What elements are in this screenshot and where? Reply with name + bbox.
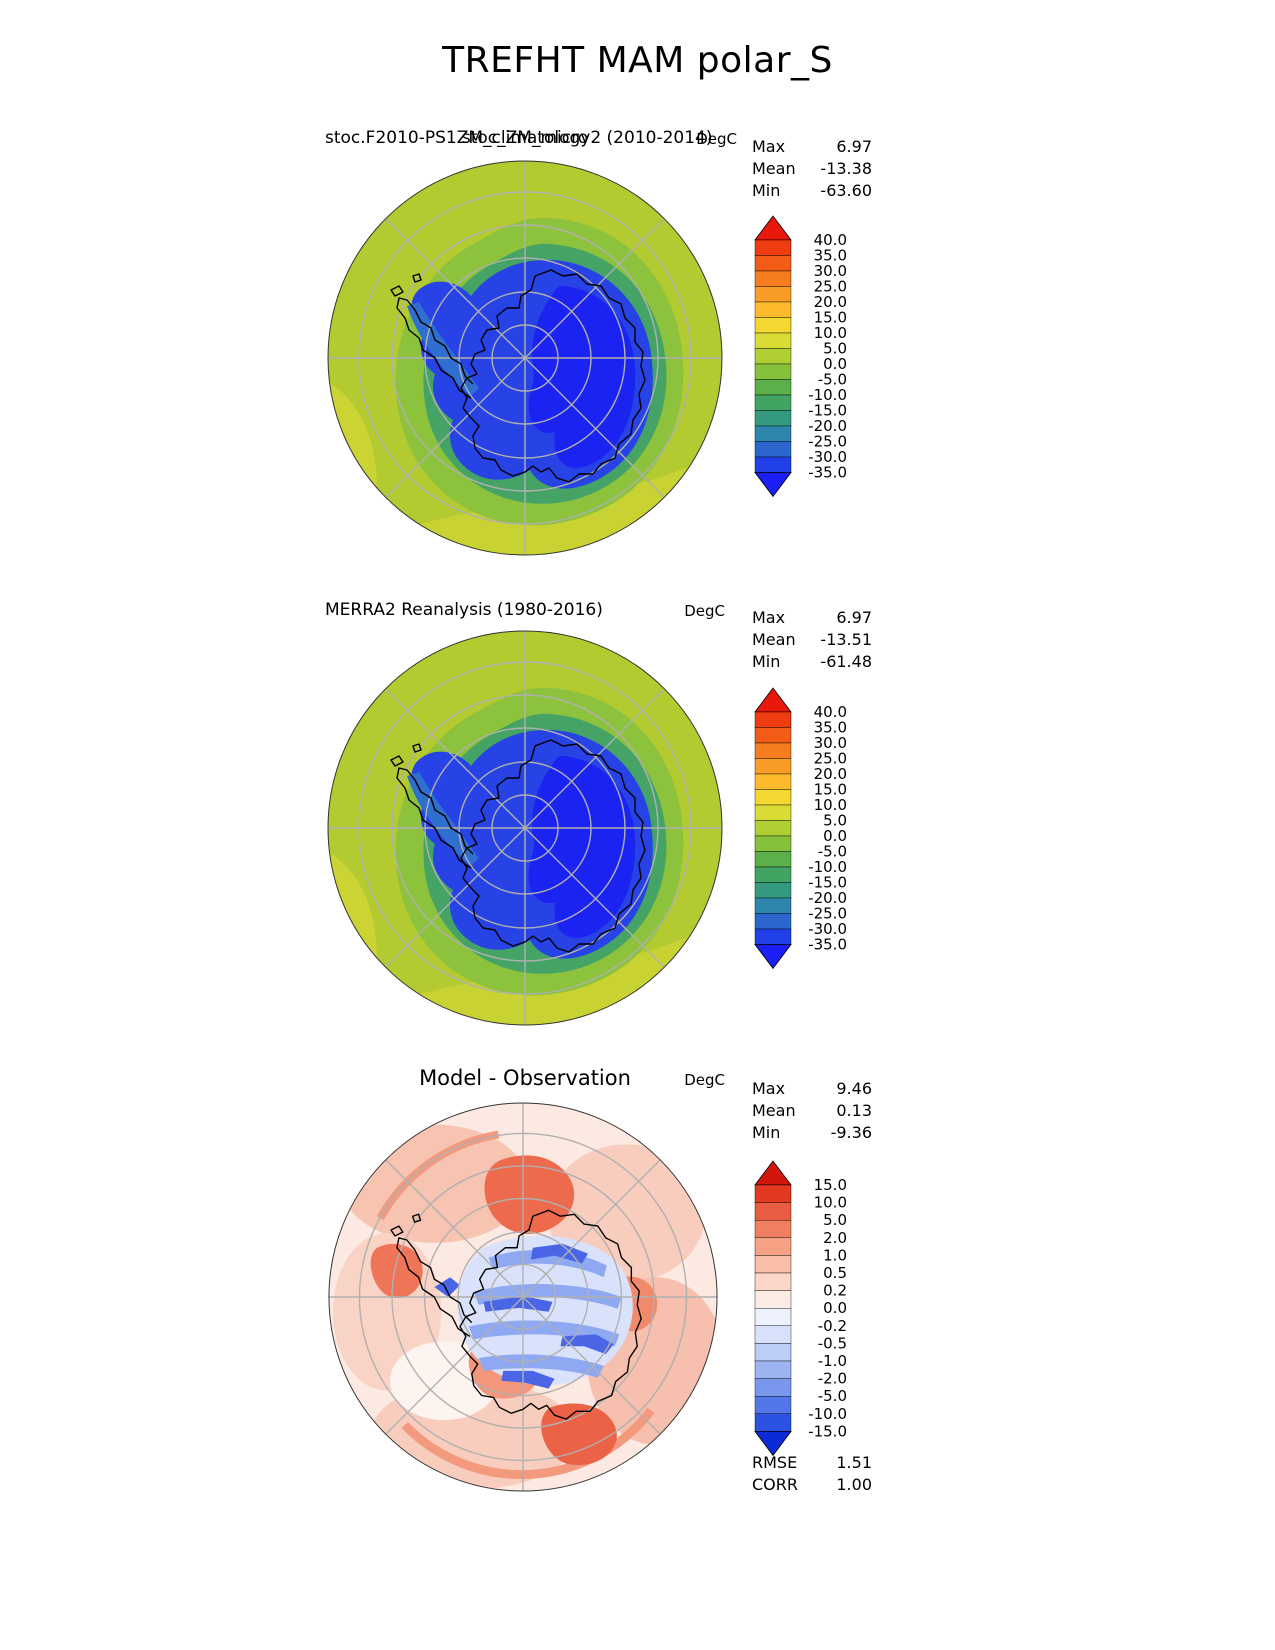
svg-text:-15.0: -15.0	[808, 874, 847, 892]
panel-model-overlay-title: stoc_ZM_micro	[461, 128, 589, 148]
panel-reference-stats: Max 6.97 Mean -13.51 Min -61.48	[752, 607, 872, 673]
svg-text:20.0: 20.0	[814, 765, 847, 783]
svg-text:0.2: 0.2	[823, 1282, 847, 1300]
stat-value: 6.97	[836, 608, 872, 627]
svg-text:-35.0: -35.0	[808, 464, 847, 482]
svg-text:25.0: 25.0	[814, 278, 847, 296]
difference-colorbar: 15.010.05.02.01.00.50.20.0-0.2-0.5-1.0-2…	[754, 1160, 847, 1457]
stat-label: Mean	[752, 1101, 796, 1120]
model-colorbar: 40.035.030.025.020.015.010.05.00.0-5.0-1…	[754, 215, 847, 498]
svg-text:-5.0: -5.0	[818, 1387, 847, 1405]
svg-text:-30.0: -30.0	[808, 448, 847, 466]
stat-label: Max	[752, 608, 786, 627]
panel-reference-units: DegC	[684, 602, 725, 620]
panel-difference-units: DegC	[684, 1071, 725, 1089]
stat-label: Min	[752, 1123, 781, 1142]
panel-difference-title: Model - Observation	[419, 1066, 631, 1090]
panel-model-title: stoc.F2010-PS1ZM_climatology2 (2010-2014…	[325, 128, 713, 148]
stat-label: Min	[752, 652, 781, 671]
panel-reference-title: MERRA2 Reanalysis (1980-2016)	[325, 600, 603, 620]
svg-text:40.0: 40.0	[814, 231, 847, 249]
svg-text:35.0: 35.0	[814, 247, 847, 265]
stat-label: Mean	[752, 159, 796, 178]
svg-text:0.0: 0.0	[823, 355, 847, 373]
svg-text:-2.0: -2.0	[818, 1370, 847, 1388]
svg-text:30.0: 30.0	[814, 262, 847, 280]
svg-text:5.0: 5.0	[823, 812, 847, 830]
model-polar-map	[325, 158, 725, 558]
svg-text:5.0: 5.0	[823, 340, 847, 358]
metric-label: CORR	[752, 1475, 798, 1494]
panel-difference-metrics: RMSE 1.51 CORR 1.00	[752, 1452, 872, 1496]
svg-text:-10.0: -10.0	[808, 858, 847, 876]
svg-text:25.0: 25.0	[814, 750, 847, 768]
metric-value: 1.00	[836, 1475, 872, 1494]
svg-text:35.0: 35.0	[814, 719, 847, 737]
svg-text:15.0: 15.0	[814, 781, 847, 799]
stat-value: -63.60	[820, 181, 872, 200]
difference-polar-map	[326, 1100, 720, 1494]
metric-value: 1.51	[836, 1453, 872, 1472]
svg-text:-15.0: -15.0	[808, 1422, 847, 1440]
svg-text:-0.5: -0.5	[818, 1334, 847, 1352]
reference-colorbar: 40.035.030.025.020.015.010.05.00.0-5.0-1…	[754, 687, 847, 970]
svg-text:10.0: 10.0	[814, 796, 847, 814]
svg-text:10.0: 10.0	[814, 1194, 847, 1212]
svg-text:-1.0: -1.0	[818, 1352, 847, 1370]
svg-text:-10.0: -10.0	[808, 386, 847, 404]
svg-text:-20.0: -20.0	[808, 889, 847, 907]
svg-text:2.0: 2.0	[823, 1229, 847, 1247]
svg-text:10.0: 10.0	[814, 324, 847, 342]
svg-text:0.0: 0.0	[823, 827, 847, 845]
svg-text:5.0: 5.0	[823, 1211, 847, 1229]
svg-text:0.0: 0.0	[823, 1299, 847, 1317]
stat-value: 6.97	[836, 137, 872, 156]
svg-text:15.0: 15.0	[814, 309, 847, 327]
metric-label: RMSE	[752, 1453, 798, 1472]
stat-label: Min	[752, 181, 781, 200]
svg-text:-25.0: -25.0	[808, 905, 847, 923]
svg-text:-5.0: -5.0	[818, 843, 847, 861]
panel-model-stats: Max 6.97 Mean -13.38 Min -63.60	[752, 136, 872, 202]
svg-text:-15.0: -15.0	[808, 402, 847, 420]
svg-text:-30.0: -30.0	[808, 920, 847, 938]
stat-label: Max	[752, 1079, 786, 1098]
stat-value: 9.46	[836, 1079, 872, 1098]
svg-text:-10.0: -10.0	[808, 1405, 847, 1423]
stat-value: 0.13	[836, 1101, 872, 1120]
svg-text:20.0: 20.0	[814, 293, 847, 311]
svg-text:40.0: 40.0	[814, 703, 847, 721]
svg-text:-25.0: -25.0	[808, 433, 847, 451]
figure-title: TREFHT MAM polar_S	[442, 40, 833, 81]
stat-value: -13.51	[820, 630, 872, 649]
svg-text:-35.0: -35.0	[808, 936, 847, 954]
svg-text:0.5: 0.5	[823, 1264, 847, 1282]
svg-text:-20.0: -20.0	[808, 417, 847, 435]
stat-label: Max	[752, 137, 786, 156]
stat-value: -13.38	[820, 159, 872, 178]
svg-text:15.0: 15.0	[814, 1176, 847, 1194]
reference-polar-map	[325, 628, 725, 1028]
svg-text:30.0: 30.0	[814, 734, 847, 752]
svg-text:-0.2: -0.2	[818, 1317, 847, 1335]
panel-difference-stats: Max 9.46 Mean 0.13 Min -9.36	[752, 1078, 872, 1144]
svg-text:-5.0: -5.0	[818, 371, 847, 389]
svg-text:1.0: 1.0	[823, 1246, 847, 1264]
stat-value: -61.48	[820, 652, 872, 671]
panel-model-units: DegC	[696, 130, 737, 148]
stat-label: Mean	[752, 630, 796, 649]
stat-value: -9.36	[830, 1123, 872, 1142]
